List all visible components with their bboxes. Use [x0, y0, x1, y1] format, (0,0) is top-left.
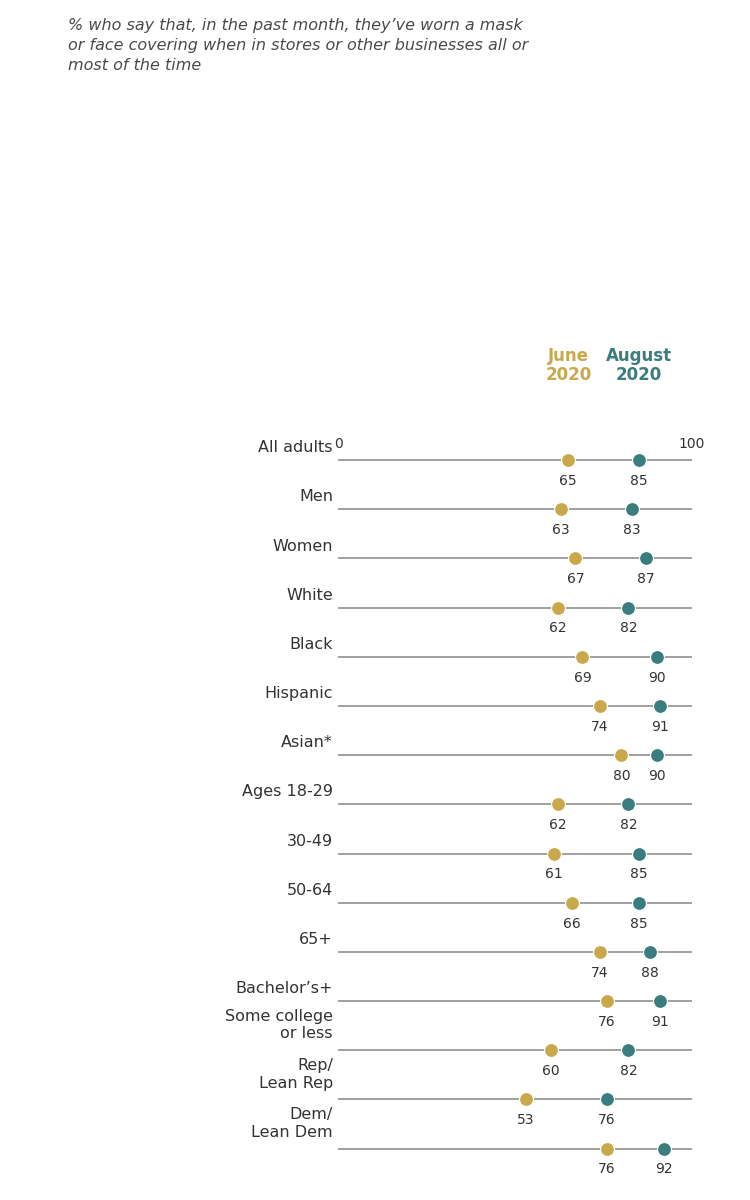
Text: 91: 91: [652, 720, 669, 734]
Text: 76: 76: [598, 1114, 616, 1127]
Text: 90: 90: [648, 769, 665, 782]
Text: 66: 66: [563, 917, 580, 930]
Text: 74: 74: [591, 720, 609, 734]
Text: 85: 85: [630, 868, 648, 881]
Text: 62: 62: [549, 818, 566, 832]
Text: 65: 65: [560, 474, 577, 488]
Text: 50-64: 50-64: [286, 883, 333, 898]
Text: Ages 18-29: Ages 18-29: [242, 785, 333, 799]
Text: 85: 85: [630, 917, 648, 930]
Text: Asian*: Asian*: [281, 736, 333, 750]
Text: August
2020: August 2020: [606, 347, 672, 384]
Text: 74: 74: [591, 966, 609, 979]
Text: All adults: All adults: [259, 440, 333, 455]
Text: Hispanic: Hispanic: [265, 686, 333, 701]
Text: 65+: 65+: [299, 932, 333, 947]
Text: 83: 83: [623, 523, 640, 538]
Text: 76: 76: [598, 1163, 616, 1176]
Text: Women: Women: [272, 539, 333, 553]
Text: 82: 82: [620, 622, 638, 636]
Text: 61: 61: [545, 868, 563, 881]
Text: 92: 92: [655, 1163, 673, 1176]
Text: Dem/
Lean Dem: Dem/ Lean Dem: [251, 1108, 333, 1140]
Text: White: White: [286, 588, 333, 602]
Text: 62: 62: [549, 622, 566, 636]
Text: Men: Men: [299, 490, 333, 504]
Text: 91: 91: [652, 1015, 669, 1028]
Text: Rep/
Lean Rep: Rep/ Lean Rep: [259, 1058, 333, 1091]
Text: 82: 82: [620, 1064, 638, 1078]
Text: 88: 88: [640, 966, 658, 979]
Text: Bachelor’s+: Bachelor’s+: [236, 982, 333, 996]
Text: 30-49: 30-49: [286, 834, 333, 848]
Text: 87: 87: [638, 572, 655, 587]
Text: 76: 76: [598, 1015, 616, 1028]
Text: Black: Black: [290, 637, 333, 652]
Text: 63: 63: [552, 523, 570, 538]
Text: 100: 100: [679, 437, 705, 451]
Text: 69: 69: [574, 671, 591, 685]
Text: 60: 60: [542, 1064, 560, 1078]
Text: 80: 80: [613, 769, 630, 782]
Text: % who say that, in the past month, they’ve worn a mask
or face covering when in : % who say that, in the past month, they’…: [68, 18, 528, 72]
Text: 67: 67: [566, 572, 584, 587]
Text: June
2020: June 2020: [545, 347, 592, 384]
Text: 53: 53: [517, 1114, 535, 1127]
Text: 82: 82: [620, 818, 638, 832]
Text: Some college
or less: Some college or less: [225, 1009, 333, 1042]
Text: 0: 0: [334, 437, 343, 451]
Text: 90: 90: [648, 671, 665, 685]
Text: 85: 85: [630, 474, 648, 488]
